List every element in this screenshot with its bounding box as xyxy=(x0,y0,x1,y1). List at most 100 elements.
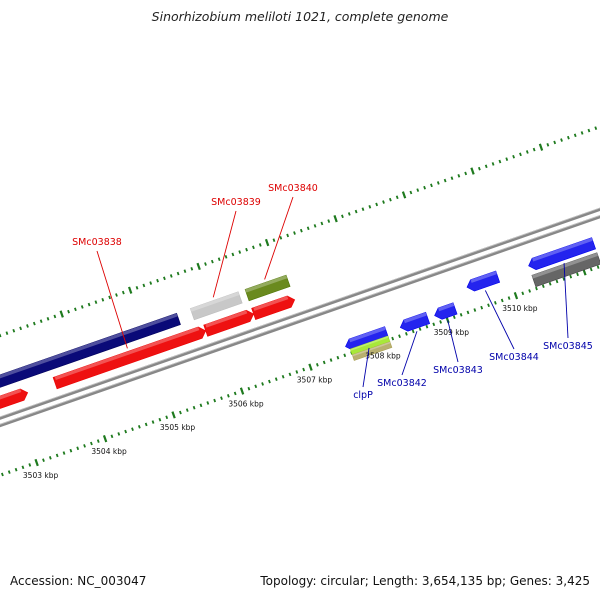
minor-tick xyxy=(206,401,210,405)
minor-tick xyxy=(375,202,379,207)
scale-label: 3506 kbp xyxy=(228,399,264,408)
gene-label: SMc03844 xyxy=(489,352,539,363)
gene-highlight xyxy=(190,291,240,312)
minor-tick xyxy=(281,374,285,379)
minor-tick xyxy=(507,296,511,300)
gene-feature xyxy=(251,295,296,320)
minor-tick xyxy=(19,326,23,331)
minor-tick xyxy=(46,317,50,321)
gene-label-leader xyxy=(447,320,459,363)
gene-body xyxy=(351,341,393,361)
minor-tick xyxy=(487,303,490,308)
minor-tick xyxy=(110,434,114,439)
minor-tick xyxy=(535,286,538,291)
gene-body xyxy=(203,309,254,337)
minor-tick xyxy=(466,310,470,315)
gene-label-leader xyxy=(264,196,294,280)
genome-summary-text: Topology: circular; Length: 3,654,135 bp… xyxy=(260,574,590,588)
tick-layer xyxy=(0,126,600,477)
minor-tick xyxy=(512,154,515,159)
minor-tick xyxy=(185,408,189,412)
minor-tick xyxy=(55,453,59,458)
minor-tick xyxy=(295,370,299,374)
minor-tick xyxy=(343,353,347,358)
scale-label: 3504 kbp xyxy=(91,447,127,456)
minor-tick xyxy=(541,284,545,288)
minor-tick xyxy=(169,274,173,278)
minor-tick xyxy=(12,328,16,333)
scale-label: 3503 kbp xyxy=(23,471,59,480)
major-tick xyxy=(513,292,519,300)
gene-SMc03842 xyxy=(399,311,431,332)
backbone-forward-highlight xyxy=(0,207,600,418)
scale-label: 3507 kbp xyxy=(297,376,333,385)
gene-highlight xyxy=(349,326,386,343)
gene-label-leader xyxy=(212,210,237,298)
gene-highlight xyxy=(470,271,497,283)
minor-tick xyxy=(261,382,264,386)
minor-tick xyxy=(176,271,180,276)
major-tick xyxy=(127,286,133,294)
minor-tick xyxy=(1,472,4,477)
minor-tick xyxy=(299,228,303,233)
minor-tick xyxy=(395,195,399,200)
minor-tick xyxy=(553,140,557,145)
minor-tick xyxy=(117,432,121,436)
scale-label: 3510 kbp xyxy=(502,304,538,313)
minor-tick xyxy=(322,360,326,365)
major-tick xyxy=(34,458,39,467)
gene-label-leader xyxy=(362,347,370,388)
minor-tick xyxy=(80,305,84,309)
minor-tick xyxy=(62,451,66,455)
minor-tick xyxy=(361,207,365,211)
minor-tick xyxy=(430,183,433,188)
minor-tick xyxy=(158,417,162,422)
gene-highlight xyxy=(352,341,391,357)
minor-tick xyxy=(274,377,278,381)
minor-tick xyxy=(192,405,196,410)
minor-tick xyxy=(156,278,159,283)
minor-tick xyxy=(121,290,125,295)
minor-tick xyxy=(478,166,481,171)
minor-tick xyxy=(521,291,525,296)
minor-tick xyxy=(546,143,550,147)
gene-label-leader xyxy=(96,250,128,349)
minor-tick xyxy=(87,302,91,307)
minor-tick xyxy=(548,281,552,286)
gene-SMc03838 xyxy=(52,326,207,390)
gene-highlight xyxy=(54,326,200,380)
minor-tick xyxy=(306,226,310,231)
minor-tick xyxy=(459,312,463,317)
minor-tick xyxy=(199,403,203,408)
minor-tick xyxy=(69,448,73,453)
gene-highlight xyxy=(531,252,598,279)
gene-highlight xyxy=(0,313,178,379)
scale-label: 3509 kbp xyxy=(434,328,470,337)
minor-tick xyxy=(302,367,306,372)
gene-label-leader xyxy=(563,263,569,339)
minor-tick xyxy=(272,238,276,242)
minor-tick xyxy=(473,308,477,312)
minor-tick xyxy=(137,425,141,429)
gene-highlight xyxy=(438,302,455,312)
scale-label: 3505 kbp xyxy=(160,423,196,432)
minor-tick xyxy=(252,245,255,250)
minor-tick xyxy=(528,289,531,293)
minor-tick xyxy=(452,315,456,319)
minor-tick xyxy=(457,174,461,178)
gene-feature xyxy=(0,312,181,388)
minor-tick xyxy=(594,126,598,130)
minor-tick xyxy=(525,150,529,154)
minor-tick xyxy=(416,188,420,192)
minor-tick xyxy=(144,422,148,427)
gene-highlight xyxy=(205,310,248,328)
minor-tick xyxy=(327,219,331,223)
backbone-layer xyxy=(0,207,600,428)
minor-tick xyxy=(124,429,128,434)
gene-highlight xyxy=(532,237,593,262)
minor-tick xyxy=(48,455,52,460)
minor-tick xyxy=(94,300,98,304)
minor-tick xyxy=(67,309,70,314)
minor-tick xyxy=(423,185,426,190)
minor-tick xyxy=(233,391,237,396)
